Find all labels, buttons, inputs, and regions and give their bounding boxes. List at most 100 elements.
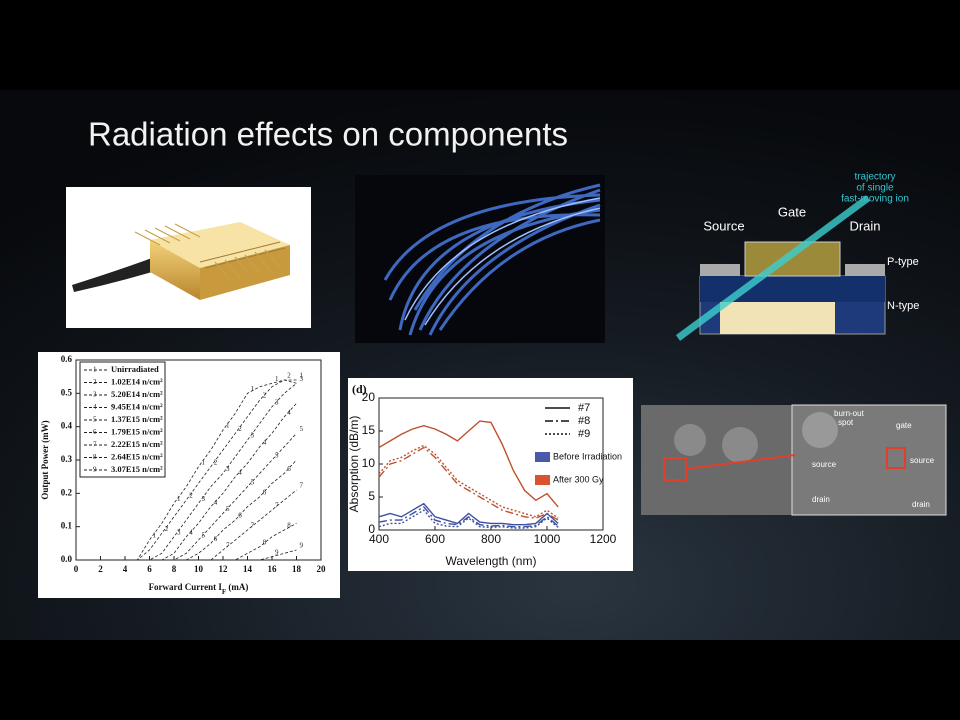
- x-tick-label: 1200: [590, 532, 617, 546]
- curve-marker: 5: [202, 532, 206, 540]
- y-tick-label: 0.5: [61, 387, 73, 397]
- x-tick-label: 4: [123, 564, 128, 574]
- curve-marker: 3: [251, 432, 255, 440]
- n-type-label: N-type: [887, 300, 919, 312]
- legend-label: #8: [578, 415, 590, 427]
- fiber-photo: [355, 175, 605, 343]
- curve-marker: 3: [300, 375, 304, 383]
- ion-label: fast-moving ion: [841, 194, 909, 205]
- laser-photo: [66, 187, 311, 328]
- y-tick-label: 15: [362, 423, 376, 437]
- x-tick-label: 18: [292, 564, 302, 574]
- slide-title: Radiation effects on components: [88, 116, 568, 153]
- x-tick-label: 2: [98, 564, 103, 574]
- curve-marker: 7: [226, 542, 230, 550]
- curve-marker: 3: [202, 495, 206, 503]
- curve-marker: 3: [177, 528, 181, 536]
- x-tick-label: 14: [243, 564, 253, 574]
- absorption-chart: 0 5 10 15 20 400 600 800 1000 1200 Absorption (dB/…: [347, 378, 633, 571]
- curve-marker: 1: [177, 495, 181, 503]
- y-tick-label: 0.3: [61, 454, 73, 464]
- sem-label: burn-out: [834, 409, 865, 418]
- x-tick-label: 1000: [534, 532, 561, 546]
- legend-label: After 300 Gy: [553, 474, 604, 484]
- x-tick-label: 8: [172, 564, 177, 574]
- legend-label: 1.02E14 n/cm²: [111, 376, 163, 386]
- curve-marker: 8: [263, 538, 267, 546]
- curve-marker: 2: [214, 458, 218, 466]
- curve-marker: 5: [226, 505, 230, 513]
- x-tick-label: 0: [74, 564, 79, 574]
- y-tick-label: 0.0: [61, 554, 73, 564]
- x-axis-label-part: (mA): [226, 582, 248, 592]
- x-tick-label: 12: [219, 564, 229, 574]
- curve-marker: 4: [263, 438, 267, 446]
- curve-marker: 9: [275, 548, 279, 556]
- curve-marker: 5: [300, 425, 304, 433]
- legend-color: [535, 475, 550, 485]
- y-tick-label: 5: [368, 489, 375, 503]
- p-type-label: P-type: [887, 256, 919, 268]
- legend-label: #9: [578, 428, 590, 440]
- series-line: [76, 549, 297, 561]
- curve-marker: 1: [251, 385, 255, 393]
- legend-label: 3.07E15 n/cm²: [111, 464, 163, 474]
- curve-marker: 7: [300, 482, 304, 490]
- legend-marker: 1: [93, 366, 97, 374]
- legend-label: Unirradiated: [111, 364, 159, 374]
- curve-marker: 5: [275, 452, 279, 460]
- gate-label: Gate: [778, 204, 806, 219]
- legend-marker: 9: [93, 466, 97, 474]
- legend-marker: 3: [93, 391, 97, 399]
- curve-marker: 5: [251, 478, 255, 486]
- sem-label: spot: [838, 418, 854, 427]
- sem-label: gate: [896, 421, 912, 430]
- curve-marker: 3: [275, 398, 279, 406]
- curve-marker: 6: [287, 465, 291, 473]
- legend-label: 2.22E15 n/cm²: [111, 439, 163, 449]
- y-axis-label: Output Power (mW): [40, 420, 50, 499]
- legend-label: Before Irradiation: [553, 451, 622, 461]
- curve-marker: 9: [300, 542, 304, 550]
- y-tick-label: 0: [368, 522, 375, 536]
- curve-marker: 4: [189, 528, 193, 536]
- x-tick-label: 600: [425, 532, 445, 546]
- curve-marker: 1: [202, 458, 206, 466]
- curve-marker: 1: [153, 532, 157, 540]
- curve-marker: 4: [238, 468, 242, 476]
- y-tick-label: 0.2: [61, 487, 73, 497]
- curve-marker: 8: [287, 522, 291, 530]
- legend-marker: 5: [93, 416, 97, 424]
- legend-label: 5.20E14 n/cm²: [111, 389, 163, 399]
- sem-label: drain: [812, 495, 830, 504]
- series-line: [378, 444, 559, 519]
- ion-label: of single: [856, 183, 894, 194]
- curve-marker: 4: [214, 498, 218, 506]
- x-axis-label-part: F: [222, 588, 226, 596]
- curve-marker: 1: [275, 375, 279, 383]
- y-tick-label: 0.1: [61, 521, 73, 531]
- legend-color: [535, 452, 550, 462]
- source-label: Source: [703, 218, 744, 233]
- ion-label: trajectory: [854, 172, 895, 183]
- curve-marker: 6: [263, 488, 267, 496]
- curve-marker: 7: [275, 502, 279, 510]
- x-tick-label: 10: [194, 564, 204, 574]
- curve-marker: 3: [226, 465, 230, 473]
- drain-label: Drain: [849, 218, 880, 233]
- sem-image: burn-out spot gate source source drain d…: [641, 404, 947, 516]
- curve-marker: 4: [287, 408, 291, 416]
- legend-marker: 8: [93, 453, 97, 461]
- x-axis-label: Forward Current IF (mA): [149, 582, 249, 596]
- x-tick-label: 400: [369, 532, 389, 546]
- curve-marker: 7: [251, 522, 255, 530]
- legend-label: #7: [578, 402, 590, 414]
- series-line: [378, 420, 559, 508]
- legend-label: 2.64E15 n/cm²: [111, 451, 163, 461]
- sem-label: source: [812, 460, 837, 469]
- laser-power-chart: 0.00.10.20.30.40.50.60 2 4 6 8 10 12 14 16 18 20Ou…: [38, 352, 340, 598]
- series-line: [378, 446, 559, 521]
- sem-label: source: [910, 456, 935, 465]
- y-tick-label: 0.4: [61, 421, 73, 431]
